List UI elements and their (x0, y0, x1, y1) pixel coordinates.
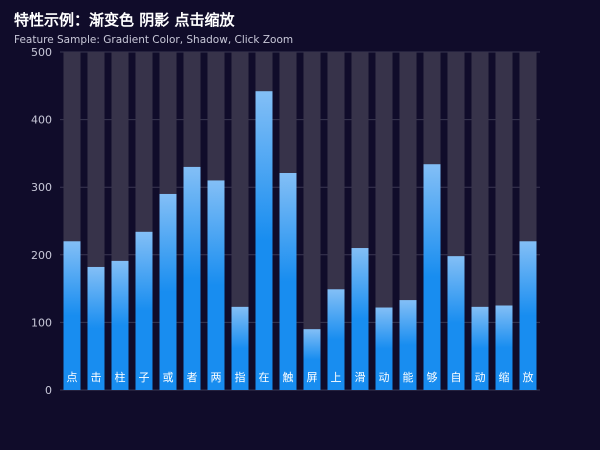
y-tick-label: 400 (31, 114, 52, 127)
category-label: 动 (475, 371, 486, 384)
bar[interactable] (279, 173, 297, 390)
category-label: 子 (139, 371, 150, 384)
chart-subtitle: Feature Sample: Gradient Color, Shadow, … (14, 34, 294, 46)
bar[interactable] (327, 289, 345, 390)
bar[interactable] (135, 231, 153, 390)
category-label: 滑 (355, 371, 366, 384)
category-label: 能 (403, 370, 414, 384)
category-label: 上 (331, 371, 342, 384)
bar[interactable] (495, 305, 513, 391)
bar[interactable] (303, 329, 321, 390)
bar[interactable] (111, 260, 129, 390)
y-axis-ticks: 0 100 200 300 400 500 (31, 46, 52, 397)
bar[interactable] (471, 306, 489, 390)
category-label: 自 (451, 371, 462, 384)
bar[interactable] (519, 241, 537, 390)
category-label: 者 (187, 371, 198, 384)
category-label: 缩 (499, 371, 510, 384)
shadow-bar (231, 52, 249, 390)
bar[interactable] (183, 166, 201, 390)
data-bars[interactable] (63, 91, 537, 391)
bar[interactable] (423, 164, 441, 390)
y-tick-label: 500 (31, 46, 52, 59)
bar[interactable] (63, 241, 81, 390)
category-label: 击 (91, 371, 102, 384)
category-label: 放 (523, 370, 534, 384)
category-label: 点 (67, 371, 78, 384)
bar[interactable] (87, 266, 105, 390)
category-label: 柱 (115, 370, 126, 384)
y-tick-label: 0 (45, 384, 52, 397)
shadow-bars (63, 52, 537, 390)
y-tick-label: 300 (31, 181, 52, 194)
bar[interactable] (375, 307, 393, 390)
bar[interactable] (447, 256, 465, 390)
bar[interactable] (231, 306, 249, 390)
grid-lines (60, 51, 540, 391)
bar[interactable] (351, 248, 369, 390)
category-label: 或 (163, 371, 174, 384)
category-label: 两 (211, 371, 222, 384)
category-label: 够 (427, 371, 438, 384)
chart-title: 特性示例：渐变色 阴影 点击缩放 (14, 11, 235, 29)
category-labels: 点击柱子或者两指在触屏上滑动能够自动缩放 (67, 370, 534, 384)
category-label: 在 (259, 371, 270, 384)
category-label: 触 (283, 370, 294, 384)
shadow-bar (375, 52, 393, 390)
bar[interactable] (207, 180, 225, 390)
category-label: 动 (379, 371, 390, 384)
shadow-bar (471, 52, 489, 390)
y-tick-label: 200 (31, 249, 52, 262)
bar[interactable] (399, 300, 417, 390)
y-tick-label: 100 (31, 316, 52, 329)
bar[interactable] (255, 91, 273, 390)
category-label: 屏 (307, 371, 318, 384)
category-label: 指 (235, 370, 246, 384)
bar[interactable] (159, 193, 177, 390)
shadow-bar (303, 52, 321, 390)
